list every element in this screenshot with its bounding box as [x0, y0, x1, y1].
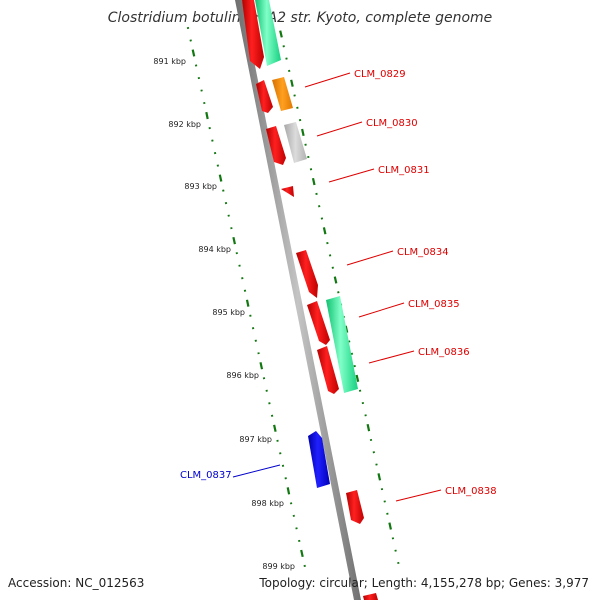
ring-tick	[311, 177, 316, 186]
gene-callouts: CLM_0829 CLM_0830 CLM_0831 CLM_0834 CLM_…	[180, 69, 497, 502]
cds-gray-clm0830	[284, 122, 307, 163]
gene-label-clm0835[interactable]: CLM_0835	[408, 299, 460, 310]
ruler-label: 899 kbp	[262, 562, 295, 571]
callout-line	[395, 489, 442, 502]
ring-tick	[366, 423, 371, 432]
gene-label-clm0837[interactable]: CLM_0837	[180, 470, 232, 481]
ruler-label: 892 kbp	[168, 120, 201, 129]
gene-label-clm0831[interactable]: CLM_0831	[378, 165, 430, 176]
ring-tick	[355, 374, 360, 383]
cds-forward-clm0834	[296, 250, 318, 298]
cds-forward-clm0836	[317, 346, 339, 394]
cds-forward-top	[242, 0, 264, 69]
gene-label-clm0836[interactable]: CLM_0836	[418, 347, 470, 358]
cds-forward-clm0829	[256, 80, 273, 113]
cds-forward-bottom	[363, 593, 378, 600]
ruler-tick	[232, 236, 236, 245]
ruler-tick	[300, 549, 304, 558]
gene-label-clm0838[interactable]: CLM_0838	[445, 486, 497, 497]
ruler-label: 894 kbp	[198, 245, 231, 254]
map-title: Clostridium botulinum A2 str. Kyoto, com…	[108, 10, 493, 26]
cds-reverse-top	[255, 0, 281, 66]
callout-line	[316, 121, 363, 137]
callout-line	[304, 72, 351, 88]
ruler-tick	[273, 424, 277, 432]
cds-forward-clm0835	[307, 301, 330, 345]
callout-line	[358, 302, 405, 318]
genome-summary-text: Topology: circular; Length: 4,155,278 bp…	[258, 576, 589, 590]
ruler-tick	[245, 299, 250, 307]
callout-line	[328, 168, 375, 183]
ruler-label: 896 kbp	[226, 371, 259, 380]
cds-orange-clm0829	[272, 77, 293, 111]
gene-label-clm0829[interactable]: CLM_0829	[354, 69, 406, 80]
cds-forward-clm0838	[346, 490, 364, 524]
ring-tick	[301, 128, 305, 137]
cds-reverse-clm0835-0836	[326, 296, 358, 393]
ring-tick	[290, 79, 294, 87]
ruler-tick	[191, 49, 196, 57]
gene-label-clm0834[interactable]: CLM_0834	[397, 247, 449, 258]
ring-tick	[333, 276, 338, 284]
ruler-tick	[205, 111, 209, 120]
gene-features	[242, 0, 378, 600]
ruler-tick	[286, 487, 291, 495]
gene-label-clm0830[interactable]: CLM_0830	[366, 118, 418, 129]
ring-tick	[322, 227, 327, 235]
cds-forward-clm0830	[266, 126, 286, 165]
cds-reverse-clm0837	[308, 431, 330, 488]
callout-line	[368, 350, 415, 364]
ruler-tick	[218, 174, 223, 182]
ring-tick	[279, 30, 283, 38]
ruler-labels: 891 kbp 892 kbp 893 kbp 894 kbp 895 kbp …	[153, 57, 295, 571]
ruler-label: 897 kbp	[239, 435, 272, 444]
ruler-tick	[259, 362, 264, 370]
accession-text: Accession: NC_012563	[8, 576, 144, 590]
ring-tick	[377, 473, 382, 481]
ruler-label: 891 kbp	[153, 57, 186, 66]
left-tick-ring	[186, 26, 306, 568]
cds-forward-clm0831	[281, 186, 294, 197]
ruler-label: 898 kbp	[251, 499, 284, 508]
ruler-label: 895 kbp	[212, 308, 245, 317]
genome-backbone	[235, 0, 361, 600]
callout-line	[346, 250, 394, 266]
ruler-label: 893 kbp	[184, 182, 217, 191]
callout-line	[232, 464, 281, 478]
ring-tick	[388, 522, 392, 530]
